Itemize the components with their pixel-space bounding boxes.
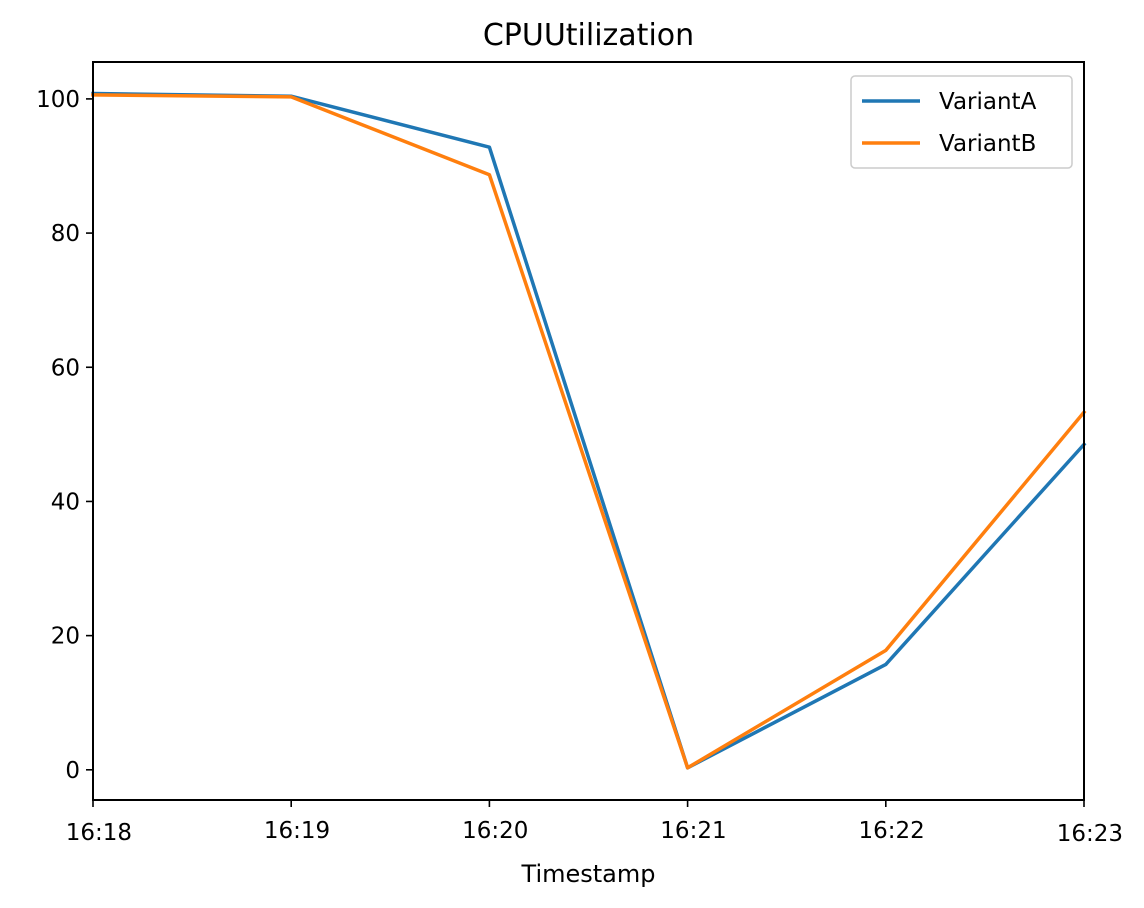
legend-items: VariantA VariantB (862, 89, 1037, 157)
y-tick-label: 100 (36, 87, 80, 113)
legend-label-variantb: VariantB (939, 131, 1036, 157)
y-tick-label: 0 (65, 758, 80, 784)
y-tick-label: 20 (51, 624, 80, 650)
x-axis: 16:18 16:19 16:20 16:21 16:22 16:23 (66, 800, 1123, 847)
plot-area-frame (92, 61, 1085, 801)
series-line-variantb (91, 93, 1087, 770)
y-tick-label: 80 (51, 221, 80, 247)
y-tick-label: 40 (51, 489, 80, 515)
y-tick-label: 60 (51, 355, 80, 381)
x-tick-label: 16:19 (264, 818, 330, 844)
x-tick-label: 16:20 (462, 818, 528, 844)
chart-title: CPUUtilization (483, 18, 694, 53)
legend: VariantA VariantB (850, 75, 1073, 169)
x-axis-label: Timestamp (521, 860, 656, 888)
x-tick-label: 16:21 (660, 818, 726, 844)
y-axis: 0 20 40 60 80 100 (36, 87, 93, 784)
legend-box (850, 75, 1073, 169)
x-tick-label: 16:23 (1057, 821, 1123, 847)
series-layer (91, 91, 1087, 770)
x-tick-label: 16:18 (66, 820, 132, 846)
legend-label-varianta: VariantA (939, 89, 1037, 115)
x-tick-label: 16:22 (859, 818, 925, 844)
